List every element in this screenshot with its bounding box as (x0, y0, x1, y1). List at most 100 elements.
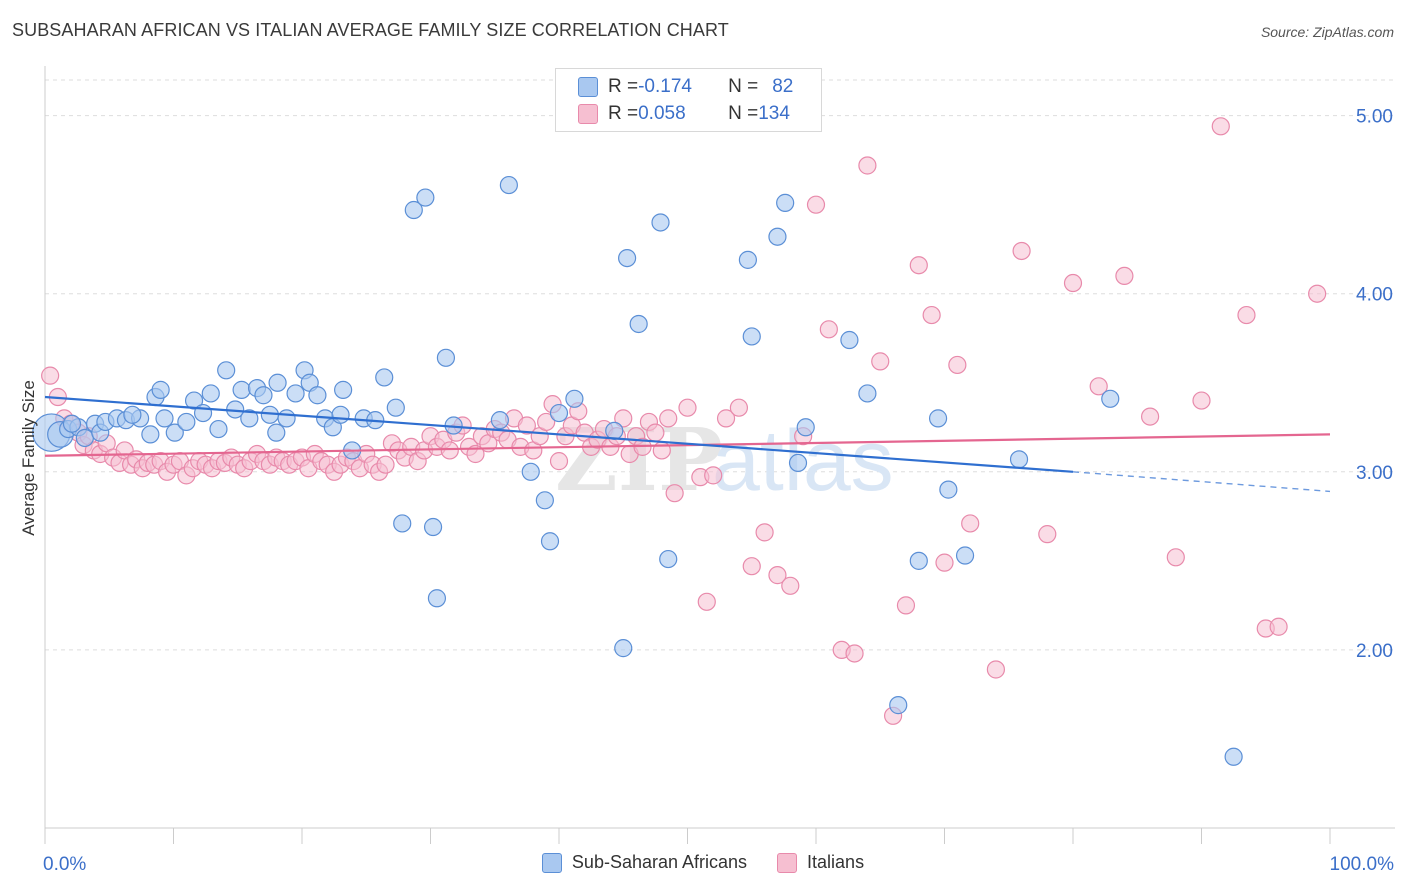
data-point-sub-saharan (217, 361, 236, 380)
data-point-italians (806, 195, 826, 214)
x-tick-label: 100.0% (1330, 854, 1395, 875)
data-point-sub-saharan (629, 314, 648, 334)
data-point-italians (986, 660, 1006, 679)
data-point-sub-saharan (267, 423, 286, 442)
data-point-sub-saharan (549, 403, 569, 423)
data-point-sub-saharan (840, 330, 859, 350)
data-point-sub-saharan (240, 409, 259, 428)
data-point-italians (935, 553, 954, 572)
data-point-sub-saharan (955, 546, 975, 565)
data-point-sub-saharan (738, 250, 757, 269)
data-point-sub-saharan (386, 398, 405, 417)
r-value: 0.058 (638, 103, 686, 124)
trend-lines (44, 395, 1331, 493)
data-point-italians (1089, 377, 1108, 396)
data-point-sub-saharan (151, 380, 170, 399)
n-value: 134 (758, 103, 790, 124)
data-point-sub-saharan (939, 480, 958, 499)
data-point-sub-saharan (177, 412, 196, 432)
data-point-italians (961, 514, 980, 533)
data-point-sub-saharan (618, 248, 637, 268)
data-point-sub-saharan (254, 386, 273, 405)
data-point-italians (1063, 273, 1083, 293)
data-point-sub-saharan (331, 405, 350, 424)
data-point-sub-saharan (490, 411, 509, 430)
data-point-italians (922, 305, 941, 325)
data-point-italians (896, 596, 916, 615)
data-point-italians (909, 256, 928, 275)
source-label: Source: ZipAtlas.com (1260, 24, 1394, 40)
data-point-sub-saharan (277, 409, 296, 428)
data-point-sub-saharan (436, 348, 456, 367)
data-point-sub-saharan (742, 327, 761, 346)
data-point-sub-saharan (1101, 389, 1120, 408)
pink-swatch-icon (578, 104, 598, 124)
data-point-italians (549, 452, 569, 471)
data-point-sub-saharan (605, 421, 624, 440)
data-point-italians (646, 423, 665, 442)
data-point-italians (614, 409, 633, 428)
data-point-sub-saharan (393, 514, 412, 533)
data-point-italians (1237, 305, 1256, 325)
series-sub-saharan-africans (32, 175, 1243, 766)
data-point-italians (537, 412, 556, 432)
r-label: R = (608, 103, 639, 124)
data-point-sub-saharan (62, 414, 82, 433)
blue-swatch-icon (541, 852, 562, 873)
gridlines (45, 79, 1395, 651)
data-point-sub-saharan (651, 213, 670, 232)
legend-row-sub-saharan: R = -0.174 N = 82 (578, 74, 793, 100)
series-legend: Sub-Saharan Africans Italians (0, 852, 1406, 873)
x-tick-label: 0.0% (43, 854, 86, 875)
n-value: 82 (772, 76, 794, 97)
data-point-sub-saharan (1224, 747, 1243, 766)
data-point-sub-saharan (404, 200, 423, 220)
legend-label: Sub-Saharan Africans (571, 852, 748, 872)
data-point-italians (41, 366, 60, 385)
data-point-sub-saharan (788, 453, 808, 473)
data-point-italians (678, 398, 697, 417)
data-point-sub-saharan (334, 380, 353, 399)
data-point-italians (871, 352, 890, 371)
n-label: N = (728, 103, 759, 124)
data-point-sub-saharan (141, 425, 160, 444)
data-point-italians (729, 398, 749, 417)
legend-item-sub-saharan[interactable]: Sub-Saharan Africans (541, 852, 748, 873)
data-point-sub-saharan (75, 428, 94, 448)
data-point-sub-saharan (499, 175, 518, 195)
data-point-sub-saharan (427, 589, 447, 608)
legend-item-italians[interactable]: Italians (777, 852, 864, 873)
correlation-legend: R = -0.174 N = 82 R = 0.058 N = 134 (555, 68, 822, 132)
data-point-italians (440, 441, 459, 460)
data-point-italians (517, 416, 536, 435)
data-point-sub-saharan (123, 405, 142, 424)
blue-swatch-icon (578, 77, 598, 97)
r-value: -0.174 (638, 76, 692, 97)
n-label: N = (728, 76, 759, 97)
data-point-italians (1140, 407, 1160, 426)
legend-label: Italians (807, 852, 865, 872)
data-point-italians (1115, 266, 1134, 286)
axes (44, 66, 1395, 844)
data-point-sub-saharan (768, 227, 787, 246)
data-point-italians (659, 409, 678, 428)
data-point-sub-saharan (889, 696, 908, 715)
data-point-sub-saharan (268, 373, 287, 392)
data-point-sub-saharan (776, 193, 795, 212)
legend-row-italians: R = 0.058 N = 134 (578, 101, 790, 127)
data-point-sub-saharan (1009, 450, 1029, 469)
data-point-sub-saharan (796, 418, 815, 437)
data-point-sub-saharan (614, 639, 633, 658)
y-axis-label: Average Family Size (19, 380, 38, 536)
data-point-italians (755, 523, 774, 542)
data-point-sub-saharan (858, 384, 877, 403)
data-point-sub-saharan (565, 389, 584, 408)
trend-line-sub-saharan (44, 395, 1074, 473)
data-point-italians (665, 484, 684, 503)
data-point-sub-saharan (909, 551, 928, 570)
data-point-italians (1166, 548, 1185, 567)
data-point-italians (1012, 241, 1031, 261)
data-point-italians (376, 455, 395, 474)
data-point-italians (716, 409, 736, 428)
